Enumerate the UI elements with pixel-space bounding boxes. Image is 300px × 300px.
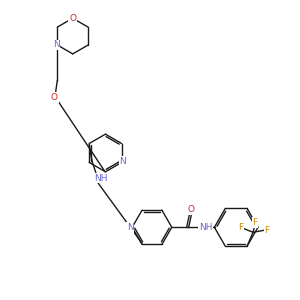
Text: N: N — [127, 223, 134, 232]
Text: NH: NH — [94, 174, 108, 183]
Text: F: F — [264, 226, 269, 235]
Text: O: O — [187, 205, 194, 214]
Text: F: F — [253, 218, 258, 227]
Text: O: O — [51, 93, 58, 102]
Text: O: O — [69, 14, 76, 23]
Text: F: F — [238, 223, 244, 232]
Text: NH: NH — [199, 223, 212, 232]
Text: N: N — [53, 40, 60, 50]
Text: N: N — [119, 157, 126, 166]
